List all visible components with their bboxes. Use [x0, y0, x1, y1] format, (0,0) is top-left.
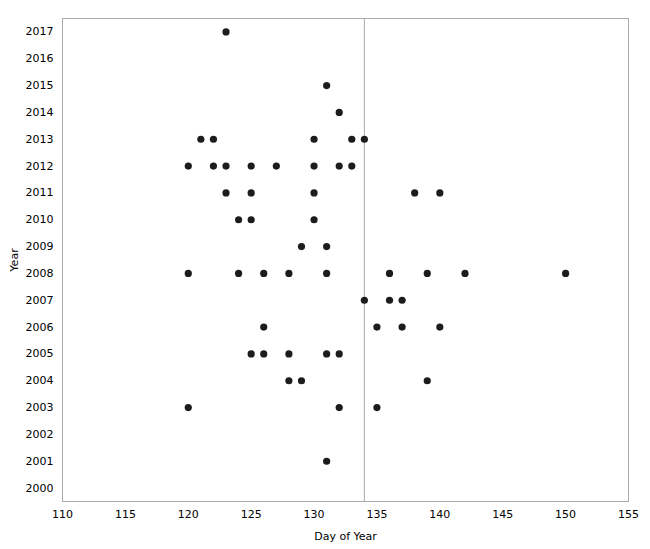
- svg-text:130: 130: [304, 508, 325, 521]
- svg-text:2007: 2007: [26, 294, 54, 307]
- svg-text:Day of Year: Day of Year: [314, 530, 377, 543]
- svg-text:2008: 2008: [26, 267, 54, 280]
- svg-text:125: 125: [241, 508, 262, 521]
- svg-text:115: 115: [115, 508, 136, 521]
- svg-text:2003: 2003: [26, 401, 54, 414]
- svg-text:2001: 2001: [26, 455, 54, 468]
- svg-text:145: 145: [492, 508, 513, 521]
- svg-text:155: 155: [618, 508, 639, 521]
- svg-text:140: 140: [429, 508, 450, 521]
- svg-text:2000: 2000: [26, 482, 54, 495]
- svg-text:2015: 2015: [26, 79, 54, 92]
- svg-text:2013: 2013: [26, 133, 54, 146]
- svg-text:120: 120: [178, 508, 199, 521]
- svg-text:135: 135: [366, 508, 387, 521]
- svg-text:2004: 2004: [26, 374, 54, 387]
- svg-text:2012: 2012: [26, 160, 54, 173]
- svg-text:2016: 2016: [26, 52, 54, 65]
- svg-text:Year: Year: [8, 248, 21, 273]
- svg-text:110: 110: [52, 508, 73, 521]
- svg-text:2010: 2010: [26, 213, 54, 226]
- svg-text:2002: 2002: [26, 428, 54, 441]
- svg-text:2011: 2011: [26, 186, 54, 199]
- svg-text:150: 150: [555, 508, 576, 521]
- svg-text:2005: 2005: [26, 347, 54, 360]
- svg-text:2009: 2009: [26, 240, 54, 253]
- svg-text:2017: 2017: [26, 25, 54, 38]
- svg-text:2014: 2014: [26, 106, 54, 119]
- svg-text:2006: 2006: [26, 321, 54, 334]
